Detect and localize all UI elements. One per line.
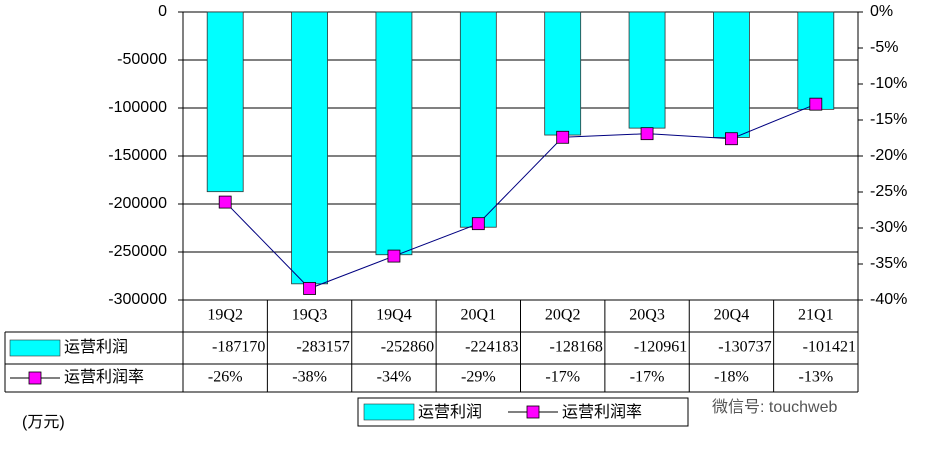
y2-tick-label: -5% (870, 39, 898, 56)
y2-tick-label: -25% (870, 183, 907, 200)
bar (459, 11, 497, 228)
table-value: -130737 (718, 339, 771, 356)
y2-tick-label: -30% (870, 219, 907, 236)
y-tick-label: -250000 (108, 243, 167, 260)
bar (713, 11, 750, 138)
table-value: -128168 (550, 339, 603, 356)
x-tick-label: 20Q4 (714, 307, 750, 324)
table-value: -38% (292, 369, 327, 386)
y2-tick-label: -15% (870, 111, 907, 128)
bar (375, 11, 413, 256)
table-value: -34% (377, 369, 412, 386)
x-tick-label: 20Q1 (461, 307, 497, 324)
y2-tick-label: -35% (870, 255, 907, 272)
marker (387, 249, 401, 263)
table-row-label: 运营利润率 (64, 368, 144, 386)
x-tick-label: 20Q3 (629, 307, 665, 324)
table-value: -120961 (634, 339, 687, 356)
table-row-key (9, 339, 61, 357)
x-tick-label: 20Q2 (545, 307, 581, 324)
x-tick-label: 19Q4 (376, 307, 412, 324)
marker (303, 282, 316, 295)
y-tick-label: -200000 (108, 195, 167, 212)
line (224, 103, 817, 290)
y2-tick-label: -40% (870, 291, 907, 308)
table-value: -17% (545, 369, 580, 386)
marker (556, 130, 570, 144)
y-tick-label: -100000 (108, 99, 167, 116)
watermark: 微信号: touchweb (712, 398, 837, 416)
legend-label: 运营利润 (418, 403, 482, 421)
table-value: -18% (714, 369, 749, 386)
bar (544, 11, 582, 136)
marker (725, 132, 738, 146)
table-value: -101421 (803, 339, 856, 356)
y2-tick-label: -20% (870, 147, 907, 164)
table-value: -283157 (296, 339, 349, 356)
y-tick-label: 0 (158, 3, 167, 20)
unit-label: (万元) (22, 414, 65, 431)
table-value: -13% (798, 369, 833, 386)
marker (471, 217, 485, 231)
x-tick-label: 19Q2 (207, 307, 243, 324)
bar (291, 11, 328, 285)
legend-label: 运营利润率 (562, 403, 642, 421)
table-value: -224183 (465, 339, 518, 356)
y-tick-label: -300000 (108, 291, 167, 308)
y2-tick-label: -10% (870, 75, 907, 92)
table-value: -187170 (212, 339, 265, 356)
table-value: -29% (461, 369, 496, 386)
legend-key (363, 403, 415, 421)
marker (640, 127, 654, 141)
x-tick-label: 21Q1 (798, 307, 834, 324)
bar (797, 11, 835, 110)
marker (809, 97, 823, 111)
table-value: -17% (630, 369, 665, 386)
x-tick-label: 19Q3 (292, 307, 328, 324)
y-tick-label: -50000 (117, 51, 167, 68)
table-value: -252860 (381, 339, 434, 356)
y2-tick-label: 0% (870, 3, 893, 20)
marker (218, 195, 232, 209)
bar (628, 11, 666, 129)
table-row-key (28, 371, 42, 385)
legend-key (526, 405, 540, 419)
table-row-label: 运营利润 (64, 338, 128, 356)
y-tick-label: -150000 (108, 147, 167, 164)
bar (206, 11, 244, 193)
table-value: -26% (208, 369, 243, 386)
